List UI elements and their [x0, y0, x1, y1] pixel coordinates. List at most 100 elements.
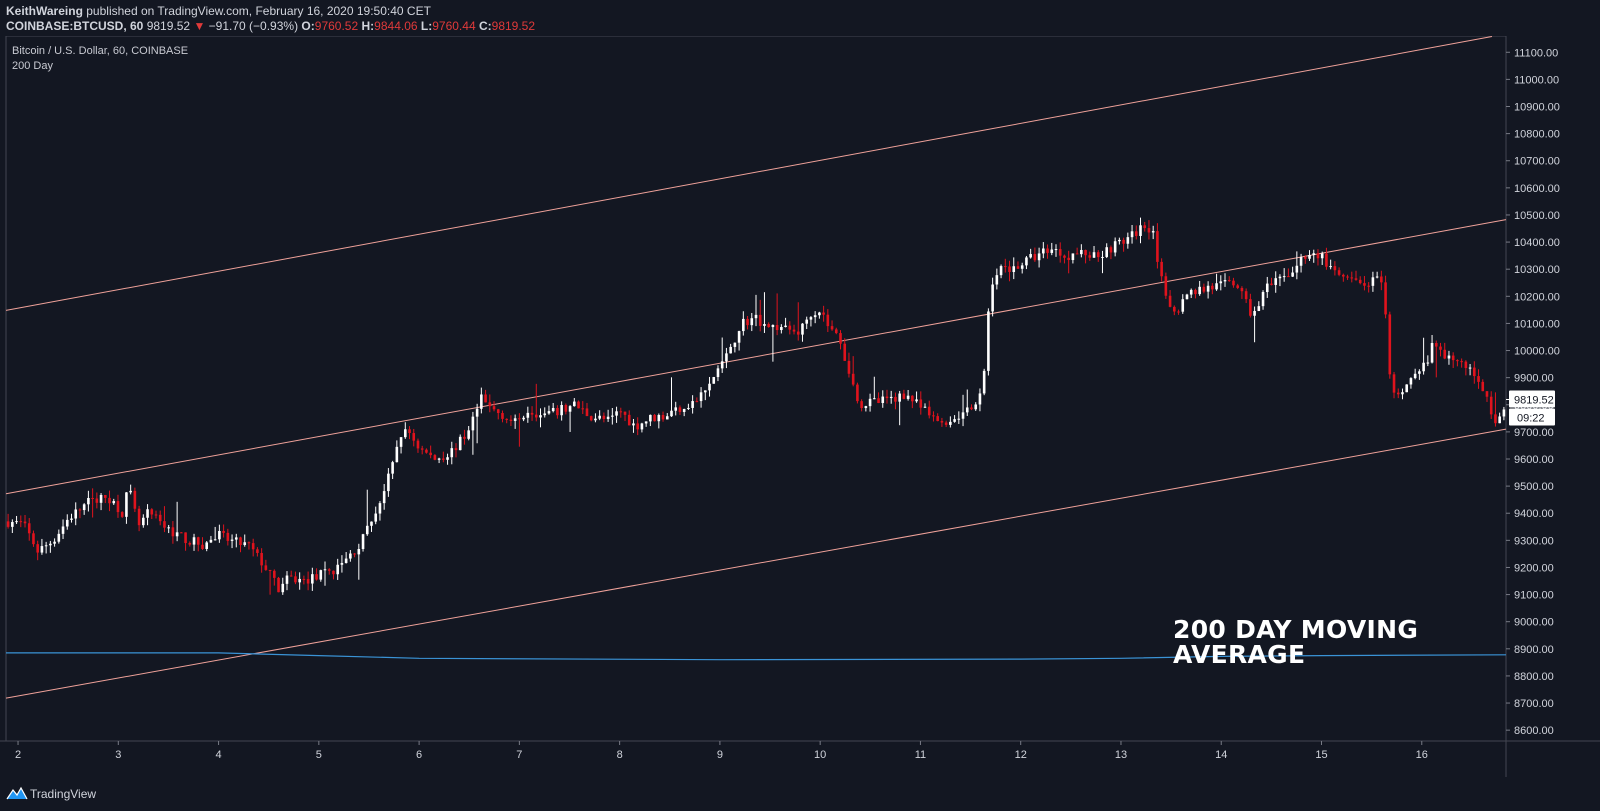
candle-body — [792, 329, 796, 332]
candle-body — [987, 311, 990, 371]
candle-body — [382, 491, 386, 504]
price-chart[interactable]: 8600.00 8700.00 8800.00 8900.00 9000.00 9100.… — [0, 36, 1600, 777]
channel-lines[interactable] — [5, 36, 1507, 699]
candle-body — [856, 384, 859, 402]
candle-body — [40, 546, 44, 553]
candle-body — [991, 284, 994, 312]
candle-body — [805, 319, 809, 324]
candle-body — [256, 549, 259, 553]
candle-body — [644, 421, 648, 424]
legend-indicator[interactable]: 200 Day — [12, 60, 53, 72]
candle-body — [1042, 248, 1045, 254]
candle-body — [112, 501, 116, 504]
candle-body — [530, 412, 534, 415]
candle-body — [813, 315, 817, 318]
candle-body — [978, 393, 982, 405]
price-axis[interactable] — [1506, 36, 1600, 741]
time-tick-label: 5 — [316, 749, 322, 761]
candle-body — [1050, 249, 1054, 253]
candle-body — [488, 402, 492, 407]
candle-body — [923, 406, 927, 408]
candle-body — [65, 519, 69, 527]
candle-body — [82, 504, 86, 511]
candle-body — [716, 368, 720, 378]
candle-body — [944, 422, 948, 425]
candle-body — [1498, 416, 1501, 424]
candle-body — [1130, 231, 1134, 238]
candle-body — [1418, 371, 1421, 374]
candle-body — [873, 398, 876, 400]
candle-body — [239, 537, 242, 546]
candle-body — [661, 414, 665, 420]
moving-average-path — [6, 652, 1507, 661]
candle-body — [708, 383, 711, 391]
candle-body — [1185, 294, 1189, 300]
candle-body — [32, 533, 35, 545]
candle-body — [940, 421, 944, 423]
tradingview-logo-icon[interactable] — [6, 785, 28, 801]
candle-body — [23, 521, 27, 524]
time-tick-label: 10 — [814, 749, 826, 761]
candle-body — [243, 542, 247, 546]
moving-average-line[interactable] — [6, 652, 1507, 661]
candle-body — [885, 396, 889, 399]
candle-body — [695, 401, 699, 403]
candle-body — [311, 574, 314, 584]
candle-body — [230, 539, 234, 541]
candle-body — [1240, 287, 1244, 292]
candle-body — [742, 318, 745, 332]
time-tick-label: 14 — [1215, 749, 1227, 761]
legend-title[interactable]: Bitcoin / U.S. Dollar, 60, COINBASE — [12, 45, 189, 57]
tradingview-brand[interactable]: TradingView — [30, 787, 97, 801]
candle-body — [788, 325, 792, 330]
price-tick-label: 10200.00 — [1514, 291, 1560, 303]
candle-body — [1063, 255, 1066, 258]
candle-body — [589, 416, 593, 421]
candle-body — [378, 503, 382, 514]
candle-body — [137, 508, 141, 526]
candle-body — [611, 415, 614, 417]
close-label: C: — [478, 19, 492, 33]
candle-body — [395, 446, 399, 463]
candle-body — [1342, 274, 1345, 277]
candle-body — [1253, 310, 1256, 316]
candle-body — [843, 343, 847, 361]
candle-body — [539, 415, 542, 418]
high-value: 9844.06 — [374, 19, 418, 33]
candle-body — [1075, 253, 1079, 255]
candle-body — [53, 541, 56, 544]
candle-body — [894, 396, 897, 402]
footer: TradingView — [0, 777, 1600, 811]
candle-body — [1439, 346, 1442, 350]
candle-body — [1481, 381, 1485, 392]
candle-body — [11, 522, 14, 527]
candle-body — [501, 413, 504, 419]
candle-body — [1502, 409, 1506, 417]
publisher-name[interactable]: KeithWareing — [6, 4, 83, 18]
candle-body — [218, 530, 221, 540]
candle-body — [391, 462, 394, 474]
candle-body — [158, 514, 162, 522]
candle-body — [264, 565, 268, 570]
candle-body — [602, 415, 606, 420]
low-value: 9760.44 — [432, 19, 476, 33]
candle-body — [1101, 256, 1104, 258]
candle-body — [277, 577, 280, 593]
candle-body — [1295, 265, 1299, 273]
candle-body — [91, 497, 94, 499]
candle-body — [961, 412, 965, 419]
candle-body — [133, 490, 137, 509]
candle-body — [484, 394, 487, 403]
price-tick-label: 8900.00 — [1514, 644, 1554, 656]
candle-body — [970, 407, 973, 410]
candle-body — [120, 512, 124, 517]
candles — [6, 217, 1506, 595]
candle-body — [543, 413, 547, 416]
time-tick-label: 3 — [115, 749, 121, 761]
candle-body — [1206, 285, 1210, 292]
price-tick-label: 9300.00 — [1514, 535, 1554, 547]
open-value: 9760.52 — [314, 19, 359, 33]
chart-annotation[interactable]: 200 DAY MOVING AVERAGE — [1173, 617, 1418, 667]
candle-body — [442, 458, 445, 460]
candle-body — [319, 570, 323, 580]
